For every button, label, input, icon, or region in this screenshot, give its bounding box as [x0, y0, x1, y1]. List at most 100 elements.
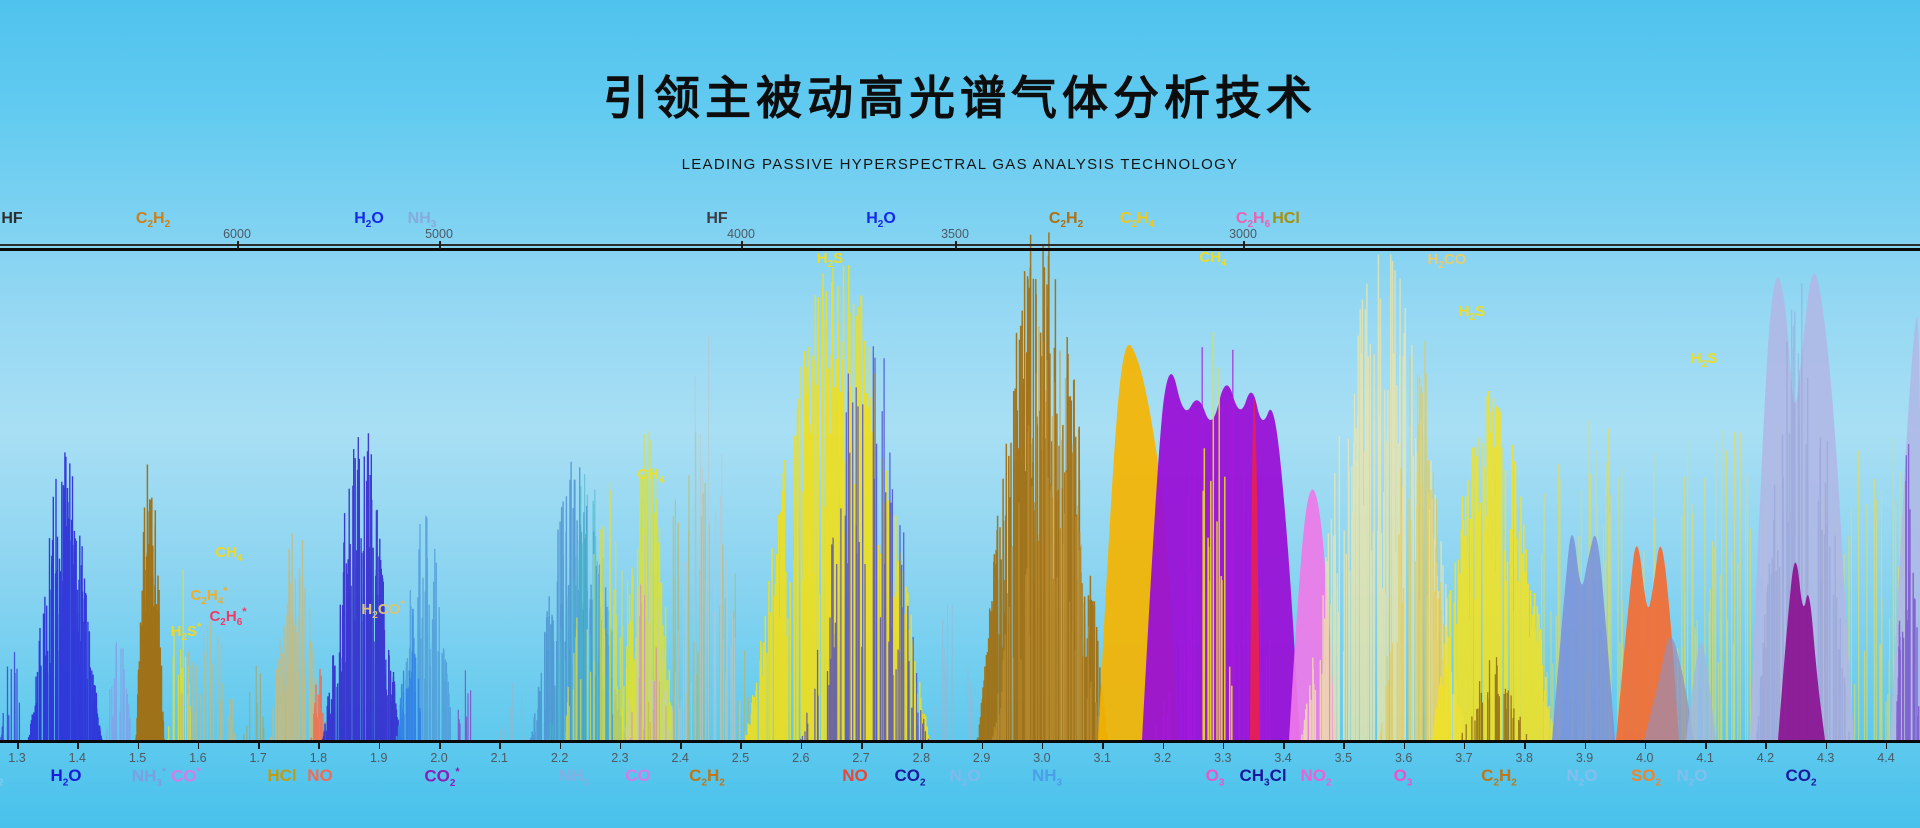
axis-tick	[1584, 742, 1587, 749]
bottom-tick-label: 3.7	[1455, 751, 1473, 765]
bottom-gas-label-h2o: H2O	[50, 766, 82, 789]
bottom-tick-label: 1.4	[68, 751, 86, 765]
axis-tick	[378, 742, 381, 749]
bottom-gas-label-co2: CO2	[894, 766, 926, 789]
axis-tick	[1765, 742, 1767, 749]
top-gas-label-c2h2: C2H2	[1048, 210, 1084, 231]
axis-tick	[680, 742, 682, 749]
top-gas-label-c2h2: C2H2	[135, 210, 171, 231]
axis-tick	[318, 742, 320, 749]
inplot-gas-label-ch4: CH4	[215, 544, 243, 564]
bottom-gas-label-no: NO	[307, 766, 333, 785]
top-gas-label-hcl: HCl	[1272, 210, 1300, 227]
bottom-gas-label-c2h2: C2H2	[1481, 766, 1517, 789]
bottom-gas-label-hcl: HCl	[267, 766, 297, 785]
axis-tick	[258, 742, 260, 749]
bottom-tick-label: 2.0	[430, 751, 448, 765]
axis-tick	[1041, 742, 1044, 749]
top-gas-label-hf: HF	[706, 210, 728, 227]
bottom-axis-line	[0, 740, 1920, 743]
bottom-gas-label-nh3: NH3	[1031, 766, 1063, 789]
bottom-tick-label: 3.8	[1515, 751, 1533, 765]
axis-tick	[861, 742, 863, 749]
bottom-gas-label-o3: O3	[1393, 766, 1413, 789]
bottom-gas-label-co2: CO2*	[424, 766, 460, 790]
inplot-gas-label-c2h6: C2H6*	[209, 606, 247, 628]
axis-tick	[741, 241, 743, 249]
top-axis-line	[0, 247, 1920, 251]
bottom-gas-label-o2: O2	[0, 777, 4, 789]
bottom-tick-label: 2.6	[792, 751, 810, 765]
bottom-tick-label: 1.7	[249, 751, 267, 765]
axis-tick	[499, 742, 501, 749]
bottom-tick-label: 2.3	[611, 751, 629, 765]
bottom-gas-label-o3: O3	[1205, 766, 1225, 789]
top-tick-label: 3500	[941, 227, 969, 241]
bottom-gas-label-no: NO	[842, 766, 868, 785]
axis-tick	[1885, 742, 1888, 749]
axis-tick	[1102, 742, 1104, 749]
bottom-tick-label: 3.2	[1153, 751, 1172, 765]
axis-tick	[559, 742, 562, 749]
bottom-gas-label-ch3cl: CH3Cl	[1239, 766, 1287, 789]
top-gas-label-hf: HF	[1, 210, 23, 227]
bottom-gas-label-co: CO*	[171, 766, 201, 786]
axis-tick	[1524, 742, 1526, 749]
bottom-tick-label: 3.4	[1274, 751, 1292, 765]
inplot-gas-label-h2s: H2S	[1690, 350, 1718, 370]
axis-tick	[800, 742, 803, 749]
top-tick-label: 3000	[1229, 227, 1257, 241]
axis-tick	[921, 742, 923, 749]
axis-tick	[17, 742, 19, 749]
bottom-gas-label-c2h2: C2H2	[689, 766, 725, 789]
inplot-gas-label-c2h4: C2H4*	[190, 585, 228, 607]
inplot-gas-label-h2co: H2CO*	[361, 599, 405, 621]
top-tick-label: 5000	[425, 227, 453, 241]
bottom-tick-label: 1.6	[189, 751, 207, 765]
axis-tick	[955, 241, 957, 249]
inplot-gas-label-h2s: H2S*	[170, 621, 202, 643]
axis-tick	[1343, 742, 1345, 749]
bottom-gas-label-nh3: NH3	[558, 766, 590, 789]
top-gas-label-c2h4: C2H4	[1119, 210, 1155, 231]
bottom-tick-label: 4.2	[1756, 751, 1775, 765]
bottom-gas-label-n2o: N2O	[949, 766, 981, 789]
axis-tick	[1825, 742, 1828, 749]
axis-tick	[740, 742, 742, 749]
axis-tick	[137, 742, 140, 749]
bottom-tick-label: 3.9	[1575, 751, 1594, 765]
bottom-tick-label: 4.1	[1696, 751, 1714, 765]
bottom-tick-label: 3.3	[1214, 751, 1232, 765]
bottom-tick-label: 4.4	[1877, 751, 1895, 765]
axis-tick	[197, 742, 200, 749]
bottom-tick-label: 1.3	[8, 751, 26, 765]
axis-tick	[237, 241, 239, 249]
bottom-tick-label: 4.3	[1816, 751, 1835, 765]
bottom-tick-label: 2.2	[550, 751, 569, 765]
axis-tick	[1644, 742, 1647, 749]
axis-tick	[1705, 742, 1707, 749]
axis-tick	[439, 742, 441, 749]
inplot-gas-label-ch4: CH4	[1199, 249, 1227, 269]
top-gas-label-h2o: H2O	[354, 210, 384, 231]
inplot-gas-label-h2s: H2S	[1458, 303, 1486, 323]
bottom-gas-label-n2o: N2O	[1676, 766, 1708, 789]
axis-tick	[619, 742, 622, 749]
top-gas-label-nh3: NH3	[407, 210, 437, 231]
axis-tick	[439, 241, 441, 249]
axis-tick	[1243, 241, 1245, 249]
top-axis-highlight-line	[0, 244, 1920, 246]
bottom-tick-label: 1.9	[370, 751, 388, 765]
bottom-tick-label: 2.4	[671, 751, 689, 765]
bottom-tick-label: 3.6	[1394, 751, 1413, 765]
bottom-tick-label: 4.0	[1636, 751, 1654, 765]
axis-tick	[1222, 742, 1225, 749]
axis-tick	[1283, 742, 1285, 749]
top-gas-label-c2h6: C2H6	[1235, 210, 1271, 231]
page-subtitle: LEADING PASSIVE HYPERSPECTRAL GAS ANALYS…	[681, 156, 1239, 173]
top-tick-label: 6000	[223, 227, 251, 241]
bottom-gas-label-co2: CO2	[1785, 766, 1817, 789]
bottom-tick-label: 1.5	[128, 751, 147, 765]
